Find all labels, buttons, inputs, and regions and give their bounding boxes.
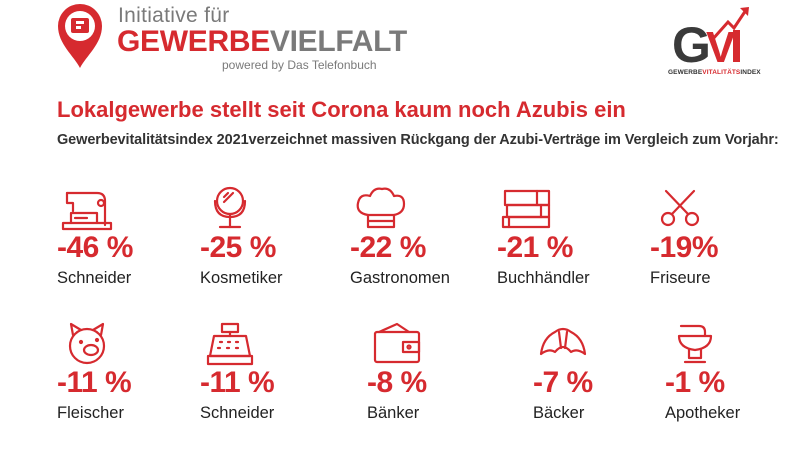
- stat-label: Gastronomen: [350, 269, 450, 287]
- stat-label: Schneider: [200, 404, 275, 422]
- mirror-icon: [200, 183, 260, 233]
- stat-label: Schneider: [57, 269, 132, 287]
- gvi-sub-part2: VITALITÄTS: [702, 69, 741, 76]
- stat-percent: -8 %: [367, 366, 427, 399]
- stat-percent: -7 %: [533, 366, 593, 399]
- gvi-sub-part1: GEWERBE: [668, 69, 703, 76]
- stat-percent: -11 %: [200, 366, 275, 399]
- stat-label: Bänker: [367, 404, 420, 422]
- stat-percent: -1 %: [665, 366, 725, 399]
- books-icon: [497, 183, 557, 233]
- stat-percent: -11 %: [57, 366, 132, 399]
- brand-line1: Initiative für: [118, 4, 230, 27]
- stat-percent: -25 %: [200, 231, 276, 264]
- brand-name: GEWERBEVIELFALT: [117, 26, 407, 58]
- stat-label: Buchhändler: [497, 269, 590, 287]
- stat-percent: -22 %: [350, 231, 426, 264]
- stat-label: Fleischer: [57, 404, 124, 422]
- mortar-pestle-icon: [665, 318, 725, 368]
- wallet-icon: [367, 318, 427, 368]
- initiative-pin-logo: [58, 4, 102, 68]
- stat-percent: -21 %: [497, 231, 573, 264]
- powered-by: powered by Das Telefonbuch: [222, 58, 377, 72]
- stat-percent: -19%: [650, 231, 719, 264]
- croissant-icon: [533, 318, 593, 368]
- brand-name-grey: VIELFALT: [269, 25, 407, 58]
- brand-name-red: GEWERBE: [117, 25, 270, 58]
- chef-hat-icon: [350, 183, 410, 233]
- stat-label: Kosmetiker: [200, 269, 283, 287]
- stat-percent: -46 %: [57, 231, 133, 264]
- scissors-icon: [650, 183, 710, 233]
- gvi-subtitle: GEWERBEVITALITÄTSINDEX: [668, 69, 761, 76]
- stat-label: Friseure: [650, 269, 711, 287]
- subheadline: Gewerbevitalitätsindex 2021verzeichnet m…: [57, 132, 779, 148]
- headline: Lokalgewerbe stellt seit Corona kaum noc…: [57, 97, 626, 122]
- pig-icon: [57, 318, 117, 368]
- gvi-sub-part3: INDEX: [740, 69, 761, 76]
- sewing-machine-icon: [57, 183, 117, 233]
- gvi-logo: G V: [672, 7, 749, 73]
- svg-text:G: G: [672, 17, 708, 73]
- cash-register-icon: [200, 318, 260, 368]
- stat-label: Apotheker: [665, 404, 741, 422]
- stat-label: Bäcker: [533, 404, 585, 422]
